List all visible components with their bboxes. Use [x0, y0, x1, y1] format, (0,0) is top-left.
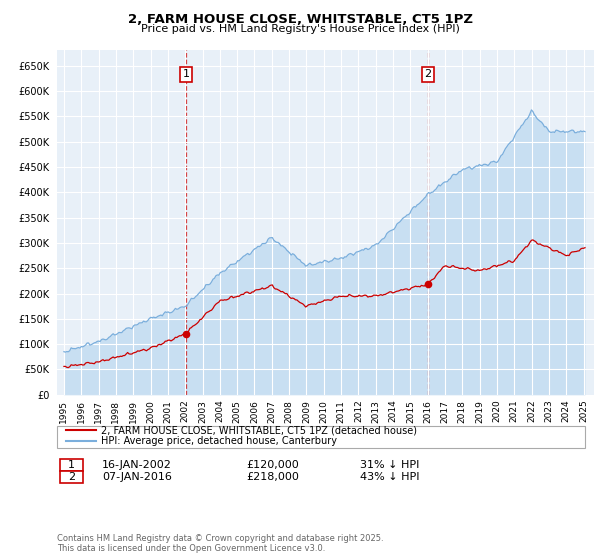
Text: HPI: Average price, detached house, Canterbury: HPI: Average price, detached house, Cant… — [101, 436, 337, 446]
Text: 16-JAN-2002: 16-JAN-2002 — [102, 460, 172, 470]
Text: 2, FARM HOUSE CLOSE, WHITSTABLE, CT5 1PZ (detached house): 2, FARM HOUSE CLOSE, WHITSTABLE, CT5 1PZ… — [101, 425, 417, 435]
Text: 31% ↓ HPI: 31% ↓ HPI — [360, 460, 419, 470]
Text: 07-JAN-2016: 07-JAN-2016 — [102, 472, 172, 482]
Text: 1: 1 — [68, 460, 75, 470]
Text: 2: 2 — [424, 69, 431, 80]
Text: £120,000: £120,000 — [246, 460, 299, 470]
Text: 43% ↓ HPI: 43% ↓ HPI — [360, 472, 419, 482]
Text: £218,000: £218,000 — [246, 472, 299, 482]
Text: Contains HM Land Registry data © Crown copyright and database right 2025.
This d: Contains HM Land Registry data © Crown c… — [57, 534, 383, 553]
Text: 1: 1 — [182, 69, 190, 80]
Text: Price paid vs. HM Land Registry's House Price Index (HPI): Price paid vs. HM Land Registry's House … — [140, 24, 460, 34]
Text: 2, FARM HOUSE CLOSE, WHITSTABLE, CT5 1PZ: 2, FARM HOUSE CLOSE, WHITSTABLE, CT5 1PZ — [128, 13, 473, 26]
Text: 2: 2 — [68, 472, 75, 482]
